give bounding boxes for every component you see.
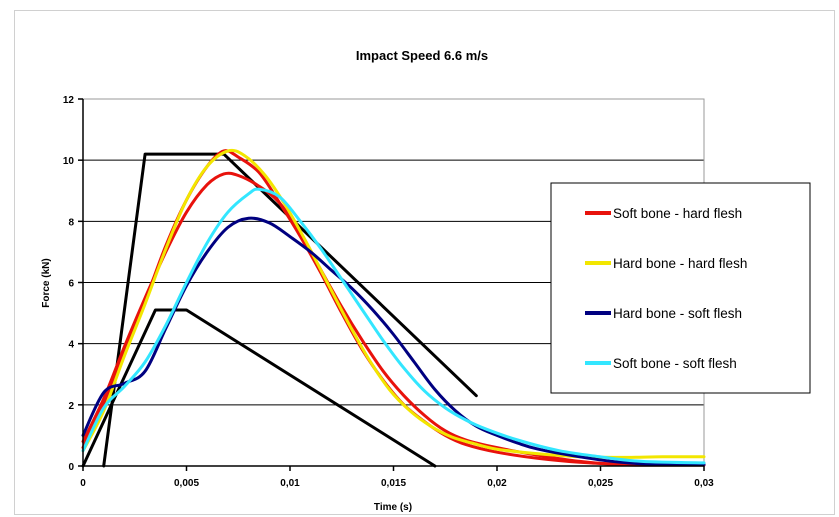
series-line-idealized-trapezoid-high [102, 152, 478, 468]
legend-label: Soft bone - hard flesh [613, 206, 742, 221]
y-ticks: 0 2 4 6 8 10 12 [63, 95, 83, 473]
series-line-idealized-trapezoid-low [81, 308, 437, 468]
y-tick-label: 6 [68, 279, 74, 290]
y-tick-label: 10 [63, 156, 75, 167]
x-tick-label: 0 [80, 478, 86, 489]
y-tick-label: 12 [63, 95, 75, 106]
x-tick-label: 0,005 [174, 478, 199, 489]
series-line-soft-bone-soft-flesh [81, 187, 706, 465]
y-tick-label: 2 [68, 401, 74, 412]
legend-box [550, 182, 811, 394]
legend-label: Soft bone - soft flesh [613, 356, 737, 371]
x-tick-label: 0,025 [588, 478, 613, 489]
y-tick-label: 8 [68, 217, 74, 228]
y-tick-label: 0 [68, 462, 74, 473]
x-axis-label: Time (s) [374, 502, 412, 513]
series-line-hard-bone-hard-flesh [81, 148, 706, 459]
chart-frame [14, 10, 835, 515]
x-tick-label: 0,02 [487, 478, 507, 489]
x-tick-label: 0,03 [694, 478, 714, 489]
legend: Soft bone - hard flesh Hard bone - hard f… [550, 182, 811, 394]
legend-label: Hard bone - hard flesh [613, 256, 747, 271]
x-tick-label: 0,01 [280, 478, 300, 489]
x-tick-label: 0,015 [381, 478, 406, 489]
chart-title: Impact Speed 6.6 m/s [356, 48, 488, 63]
x-ticks: 0 0,005 0,01 0,015 0,02 0,025 0,03 [80, 466, 714, 489]
y-axis-label: Force (kN) [41, 258, 52, 307]
series-group [81, 148, 706, 468]
legend-label: Hard bone - soft flesh [613, 306, 742, 321]
y-tick-label: 4 [68, 340, 74, 351]
